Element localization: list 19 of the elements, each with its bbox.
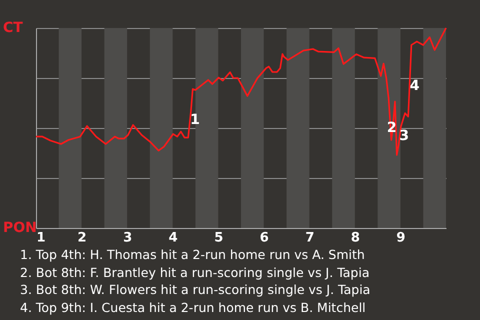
text: 4. Top 9th: I. Cuesta hit a 2-run home run vs B. Mitchell: [20, 298, 367, 316]
x-tick-label: 4: [168, 230, 178, 246]
text: CT: [3, 20, 24, 36]
x-tick-label: 1: [36, 230, 46, 246]
annotation: 2: [386, 120, 397, 136]
x-tick-label: 6: [260, 230, 269, 246]
annotation: 3: [399, 128, 409, 144]
text: 1. Top 4th: H. Thomas hit a 2-run home run vs A. Smith: [20, 246, 366, 264]
annotation: 1: [190, 112, 200, 128]
text: 3. Bot 8th: W. Flowers hit a run-scoring single vs J. Tapia: [20, 281, 372, 298]
annotation: PON: [3, 220, 37, 236]
x-tick-label: 9: [396, 230, 406, 246]
x-tick-label: 3: [123, 230, 132, 246]
x-tick-label: 8: [350, 230, 360, 246]
text: 2. Bot 8th: F. Brantley hit a run-scoring single vs J. Tapia: [20, 264, 370, 281]
x-tick-label: 2: [78, 230, 87, 246]
annotation: 4: [410, 78, 420, 94]
x-tick-label: 5: [214, 230, 224, 246]
x-tick-label: 7: [305, 230, 314, 246]
